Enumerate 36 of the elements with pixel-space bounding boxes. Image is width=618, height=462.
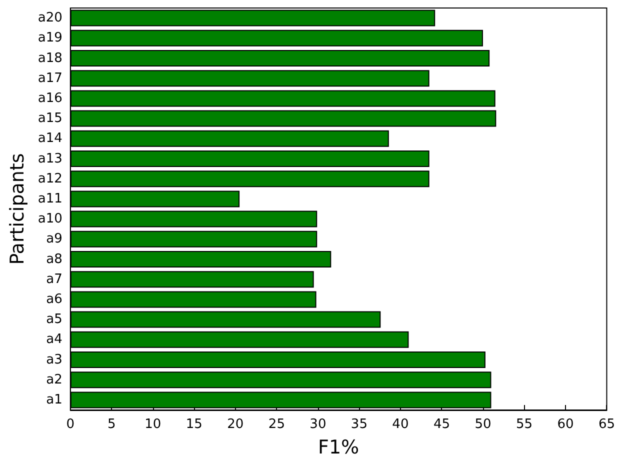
x-tick-label: 60 (557, 417, 574, 432)
y-tick-label: a13 (38, 151, 62, 166)
y-tick-label: a18 (38, 50, 62, 66)
x-tick-label: 45 (433, 417, 450, 432)
x-tick-label: 65 (598, 417, 615, 432)
x-tick-label: 15 (186, 417, 202, 432)
y-tick-label: a8 (46, 252, 62, 267)
x-tick-label: 50 (474, 417, 492, 432)
x-axis-title: F1% (318, 436, 360, 458)
x-tick-label: 20 (227, 417, 244, 432)
x-tick-label: 10 (144, 417, 162, 432)
y-tick-label: a20 (38, 10, 62, 26)
y-tick-label: a4 (46, 332, 62, 348)
x-tick-label: 5 (108, 417, 116, 432)
y-tick-label: a17 (38, 70, 62, 86)
x-tick-label: 35 (350, 417, 368, 432)
x-tick-label: 55 (516, 417, 532, 432)
y-tick-label: a19 (38, 30, 62, 46)
y-tick-label: a7 (46, 272, 62, 287)
y-tick-label: a3 (46, 352, 62, 368)
y-tick-label: a9 (46, 232, 62, 247)
x-tick-label: 25 (268, 417, 285, 432)
y-tick-label: a1 (46, 392, 62, 408)
y-tick-label: a10 (38, 212, 62, 227)
y-tick-label: a11 (38, 191, 62, 206)
x-tick-label: 40 (392, 417, 409, 432)
y-tick-label: a12 (38, 171, 62, 186)
y-tick-label: a5 (46, 312, 62, 328)
y-tick-label: a2 (46, 372, 62, 388)
y-tick-label: a15 (38, 111, 62, 126)
y-tick-label: a14 (38, 131, 62, 146)
x-tick-label: 0 (66, 417, 75, 432)
x-tick-label: 30 (310, 417, 326, 432)
y-tick-label: a16 (38, 90, 62, 106)
y-tick-label: a6 (46, 292, 62, 307)
y-axis-title: Participants (6, 153, 28, 265)
